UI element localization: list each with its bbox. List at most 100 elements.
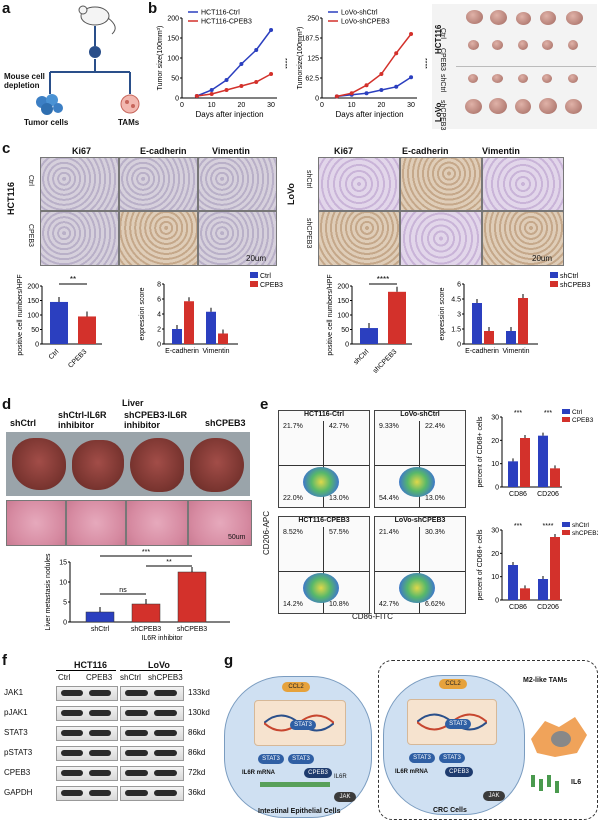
- liver-title: Liver: [122, 398, 144, 408]
- x-tick-label: 10: [208, 102, 216, 109]
- blot-band: [154, 770, 177, 776]
- row-ctrl: Ctrl: [27, 175, 34, 186]
- y-tick-label: 6: [457, 282, 461, 289]
- stain-ki67-lovo: Ki67: [334, 146, 354, 156]
- quadrant-percent: 21.7%: [283, 423, 303, 430]
- y-tick-label: 62.5: [305, 76, 319, 83]
- lane-cpeb3: CPEB3: [86, 673, 113, 682]
- stain-ecadherin: E-cadherin: [140, 146, 187, 156]
- x-tick-label: 10: [348, 102, 356, 109]
- legend-label: CPEB3: [572, 417, 594, 424]
- depletion-label: Mouse cell depletion: [4, 72, 45, 90]
- y-axis-label: expression score: [439, 287, 446, 340]
- tumor-image: [568, 74, 578, 83]
- data-point: [379, 88, 384, 92]
- significance-label: ****: [377, 275, 389, 284]
- cd68-bar-chart-hct116: 0 10 20 30 percent of CD68+ cells CD86 *** CD20…: [477, 409, 594, 498]
- bar: [218, 333, 228, 344]
- blot-strip: [120, 786, 184, 801]
- blot-strip: [120, 706, 184, 721]
- series-line: [336, 76, 412, 98]
- pathway-crc: CCL2 STAT3 STAT3 STAT3 IL6R mRNA CPEB3 J…: [378, 660, 598, 820]
- x-tick-label: shCtrl: [353, 348, 371, 366]
- legend-label: Ctrl: [572, 409, 583, 416]
- wb-group-hct116: HCT116: [74, 660, 108, 670]
- ccl2-pill: CCL2: [282, 682, 310, 692]
- blot-band: [89, 790, 111, 796]
- x-tick-label: shCPEB3: [131, 626, 161, 633]
- bar: [360, 328, 378, 344]
- y-tick-label: 30: [491, 415, 499, 422]
- panel-label-a: a: [2, 0, 11, 17]
- bar: [177, 571, 207, 623]
- y-axis-label: Liver metastasis nodules: [45, 553, 52, 631]
- lane-shcpeb3: shCPEB3: [148, 673, 183, 682]
- tumor-cells-label: Tumor cells: [24, 118, 69, 127]
- y-axis-label: Tumorsize(100mm³): [297, 27, 304, 90]
- y-axis-label: percent of CD68+ cells: [477, 529, 484, 601]
- y-tick-label: 4: [157, 312, 161, 319]
- bar: [85, 611, 115, 623]
- kd-label: 36kd: [188, 788, 206, 797]
- legend-label: shCtrl: [560, 273, 579, 280]
- group-label: shCtrl-IL6R inhibitor: [58, 410, 107, 430]
- blot-strip: [56, 726, 118, 741]
- legend-swatch: [550, 281, 558, 287]
- quadrant-percent: 13.0%: [329, 495, 349, 502]
- quadrant-percent: 22.4%: [425, 423, 445, 430]
- bar: [550, 468, 560, 487]
- quadrant-percent: 30.3%: [425, 529, 445, 536]
- expression-bar-chart-hct116: 0 2 4 6 8 expression score E-cadherin Vimentin C…: [139, 272, 283, 355]
- ihc-image: [318, 157, 400, 211]
- x-tick-label: 0: [180, 102, 184, 109]
- expression-bar-chart-lovo: 0 1.5 3 4.5 6 expression score E-cadherin Vimen…: [439, 272, 590, 355]
- y-tick-label: 187.5: [301, 36, 319, 43]
- y-tick-label: 10: [491, 461, 499, 468]
- lane-shctrl: shCtrl: [120, 673, 141, 682]
- blot-band: [61, 790, 83, 796]
- data-point: [334, 94, 339, 99]
- quadrant-percent: 42.7%: [329, 423, 349, 430]
- blot-band: [61, 690, 83, 696]
- he-image: [188, 500, 252, 546]
- y-tick-label: 200: [337, 284, 349, 291]
- tumor-image: [468, 74, 478, 83]
- quadrant-percent: 21.4%: [379, 529, 399, 536]
- series-line: [336, 33, 412, 98]
- y-tick-label: 50: [31, 327, 39, 334]
- protein-label: pJAK1: [4, 708, 28, 717]
- bar: [484, 331, 494, 344]
- y-tick-label: 20: [491, 551, 499, 558]
- stat3-pill: STAT3: [439, 753, 465, 763]
- data-point: [394, 84, 399, 89]
- legend-swatch: [562, 417, 570, 422]
- blot-band: [89, 770, 111, 776]
- ccl2-pill: CCL2: [439, 679, 467, 689]
- quadrant-percent: 42.7%: [379, 601, 399, 608]
- y-tick-label: 0: [345, 342, 349, 349]
- y-tick-label: 100: [167, 56, 179, 63]
- y-tick-label: 50: [171, 76, 179, 83]
- tumor-image: [566, 11, 583, 25]
- legend-label: LoVo-shCPEB3: [341, 19, 390, 26]
- he-image: [6, 500, 66, 546]
- flow-x-label: CD86-FITC: [352, 612, 393, 621]
- blot-band: [154, 690, 177, 696]
- stain-vimentin-lovo: Vimentin: [482, 146, 520, 156]
- panel-label-b: b: [148, 0, 158, 17]
- y-tick-label: 0: [457, 342, 461, 349]
- y-tick-label: 100: [27, 313, 39, 320]
- significance-label: ****: [281, 58, 287, 69]
- pathway-epithelial: CCL2 STAT3 STAT3 STAT3 IL6R mRNA CPEB3 J…: [224, 670, 374, 820]
- ihc-image: [482, 157, 564, 211]
- y-tick-label: 150: [167, 36, 179, 43]
- kd-label: 72kd: [188, 768, 206, 777]
- legend-label: CPEB3: [260, 282, 283, 289]
- tams-label: TAMs: [118, 118, 140, 127]
- y-tick-label: 125: [307, 56, 319, 63]
- flow-density: [303, 573, 339, 603]
- ihc-image: [400, 157, 482, 211]
- tumor-cells-icon: [36, 94, 63, 115]
- data-point: [209, 88, 214, 92]
- x-tick-label: CD206: [537, 491, 559, 498]
